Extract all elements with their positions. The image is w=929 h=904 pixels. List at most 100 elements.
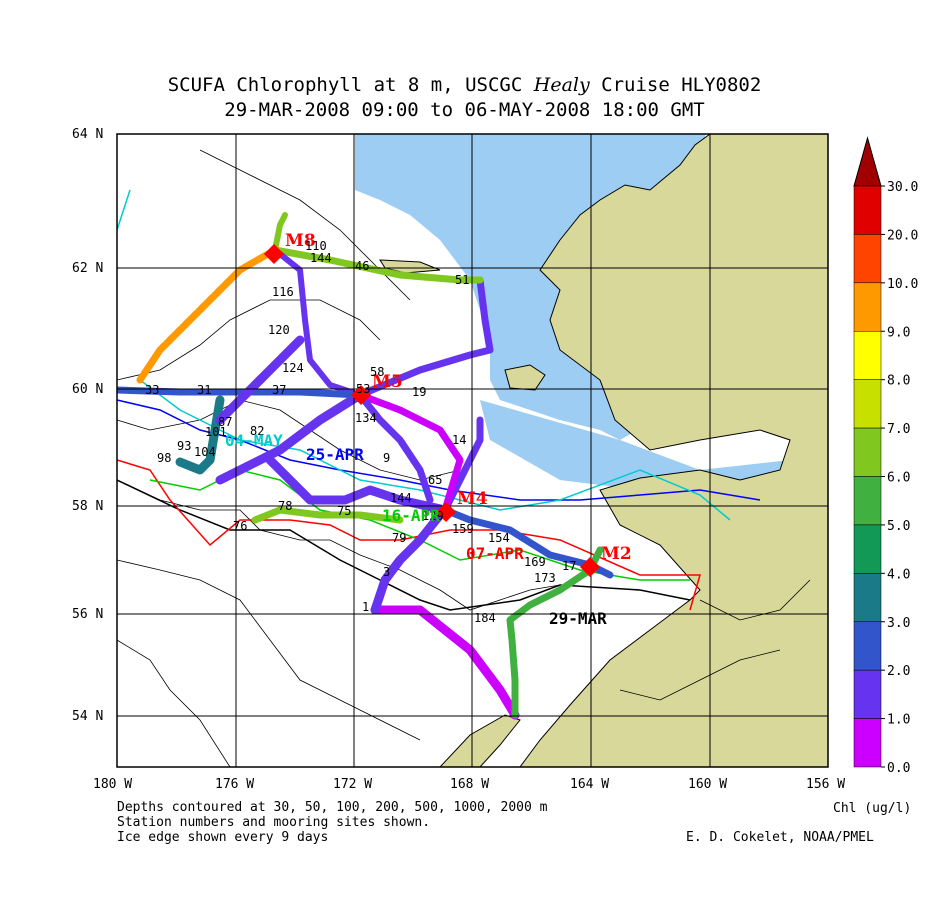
lon-label-168w: 168 W xyxy=(450,777,489,792)
station-label: 3 xyxy=(383,565,390,579)
lon-label-160w: 160 W xyxy=(688,777,727,792)
station-label: 17 xyxy=(562,559,576,573)
station-label: 82 xyxy=(250,424,264,438)
colorbar-swatch xyxy=(853,718,882,768)
station-label: 65 xyxy=(428,473,442,487)
lat-label-58n: 58 N xyxy=(72,499,103,514)
colorbar-swatch xyxy=(853,524,882,574)
station-label: 124 xyxy=(282,361,304,375)
mooring-marker-m4 xyxy=(436,502,456,522)
ice-edge-label-04-may: 04-MAY xyxy=(225,431,283,450)
lat-label-60n: 60 N xyxy=(72,382,103,397)
colorbar-swatch xyxy=(853,573,882,622)
alaska-land xyxy=(519,134,828,767)
ice-edge-07-apr xyxy=(117,459,701,611)
station-label: 159 xyxy=(452,522,474,536)
map-frame xyxy=(116,133,829,768)
lon-label-180w: 180 W xyxy=(93,777,132,792)
st-lawrence-island xyxy=(379,259,441,274)
map-title-line2: 29-MAR-2008 09:00 to 06-MAY-2008 18:00 G… xyxy=(224,99,705,121)
station-label: 104 xyxy=(194,445,216,459)
ice-edge-label-25-apr: 25-APR xyxy=(306,445,364,464)
ice-edge-label-16-apr: 16-APR xyxy=(382,506,440,525)
colorbar-tick-label: 6.0 xyxy=(887,471,910,486)
colorbar-top-arrow xyxy=(853,136,882,187)
station-label: 116 xyxy=(272,285,294,299)
station-label: 76 xyxy=(233,519,247,533)
mooring-marker-m5 xyxy=(351,385,371,405)
station-label: 33 xyxy=(145,383,159,397)
ice-edge-label-29-mar: 29-MAR xyxy=(549,609,607,628)
colorbar-tick-label: 5.0 xyxy=(887,519,910,534)
ice-edge-label-07-apr: 07-APR xyxy=(466,544,524,563)
alaska-peninsula-tip xyxy=(439,714,521,767)
station-label: 53 xyxy=(356,382,370,396)
colorbar-tick-label: 8.0 xyxy=(887,374,910,389)
colorbar-swatch xyxy=(853,621,882,671)
footer-ice-edge: Ice edge shown every 9 days xyxy=(117,830,329,845)
station-label: 37 xyxy=(272,383,286,397)
colorbar-swatch xyxy=(853,379,882,429)
station-label: 129 xyxy=(422,509,444,523)
station-label: 79 xyxy=(392,531,406,545)
station-label: 169 xyxy=(524,555,546,569)
lat-label-62n: 62 N xyxy=(72,261,103,276)
map-title-line1: SCUFA Chlorophyll at 8 m, USCGC Healy Cr… xyxy=(167,74,762,96)
colorbar-tick-label: 7.0 xyxy=(887,422,910,437)
ice-edge-29-mar xyxy=(117,479,691,611)
station-label: 101 xyxy=(205,425,227,439)
colorbar-swatch xyxy=(853,185,882,235)
ice-edge-25-apr xyxy=(117,399,761,501)
colorbar-swatch xyxy=(853,427,882,477)
colorbar-swatch xyxy=(853,331,882,380)
station-label: 93 xyxy=(177,439,191,453)
colorbar-swatch xyxy=(853,234,882,284)
station-label: 154 xyxy=(488,531,510,545)
lat-label-64n: 64 N xyxy=(72,127,103,142)
axis-labels: 64 N 62 N 60 N 58 N 56 N 54 N 180 W 176 … xyxy=(72,127,845,792)
mooring-label-m2: M2 xyxy=(601,544,632,564)
footer-notes: Depths contoured at 30, 50, 100, 200, 50… xyxy=(117,800,547,845)
sea-ice-region-nw xyxy=(355,134,470,280)
colorbar-swatch xyxy=(853,669,882,719)
ice-edge-04-may xyxy=(117,189,731,521)
lon-label-156w: 156 W xyxy=(806,777,845,792)
colorbar-tick-label: 1.0 xyxy=(887,713,910,728)
lon-label-176w: 176 W xyxy=(215,777,254,792)
station-label: 51 xyxy=(455,273,469,287)
footer-depths: Depths contoured at 30, 50, 100, 200, 50… xyxy=(117,800,548,815)
station-label: 78 xyxy=(278,499,292,513)
station-label: 173 xyxy=(534,571,556,585)
colorbar-tick-label: 0.0 xyxy=(887,761,910,776)
lon-label-164w: 164 W xyxy=(570,777,609,792)
station-label: 14 xyxy=(452,433,466,447)
footer-stations: Station numbers and mooring sites shown. xyxy=(117,815,431,830)
colorbar-tick-label: 2.0 xyxy=(887,664,910,679)
mooring-marker-m8 xyxy=(264,244,284,264)
station-label: 19 xyxy=(412,385,426,399)
ice-edge-labels: 29-MAR 07-APR 16-APR 25-APR 04-MAY xyxy=(225,431,607,628)
grid-lines xyxy=(117,134,828,767)
colorbar-tick-label: 10.0 xyxy=(887,277,918,292)
depth-contours xyxy=(117,149,811,767)
station-label: 184 xyxy=(474,611,496,625)
station-label: 110 xyxy=(305,239,327,253)
lon-label-172w: 172 W xyxy=(333,777,372,792)
mooring-marker-m2 xyxy=(580,557,600,577)
station-label: 31 xyxy=(197,383,211,397)
mooring-label-m4: M4 xyxy=(457,489,488,509)
colorbar-tick-label: 30.0 xyxy=(887,180,918,195)
mooring-markers: M8 M5 M4 M2 xyxy=(264,231,632,577)
lat-label-54n: 54 N xyxy=(72,709,103,724)
colorbar-tick-label: 3.0 xyxy=(887,616,910,631)
station-label: 75 xyxy=(337,504,351,518)
colorbar-tick-label: 4.0 xyxy=(887,567,910,582)
station-label: 144 xyxy=(390,491,412,505)
station-label: 98 xyxy=(157,451,171,465)
station-label: 120 xyxy=(268,323,290,337)
colorbar-swatch xyxy=(853,476,882,526)
station-label: 46 xyxy=(355,259,369,273)
lat-label-56n: 56 N xyxy=(72,607,103,622)
